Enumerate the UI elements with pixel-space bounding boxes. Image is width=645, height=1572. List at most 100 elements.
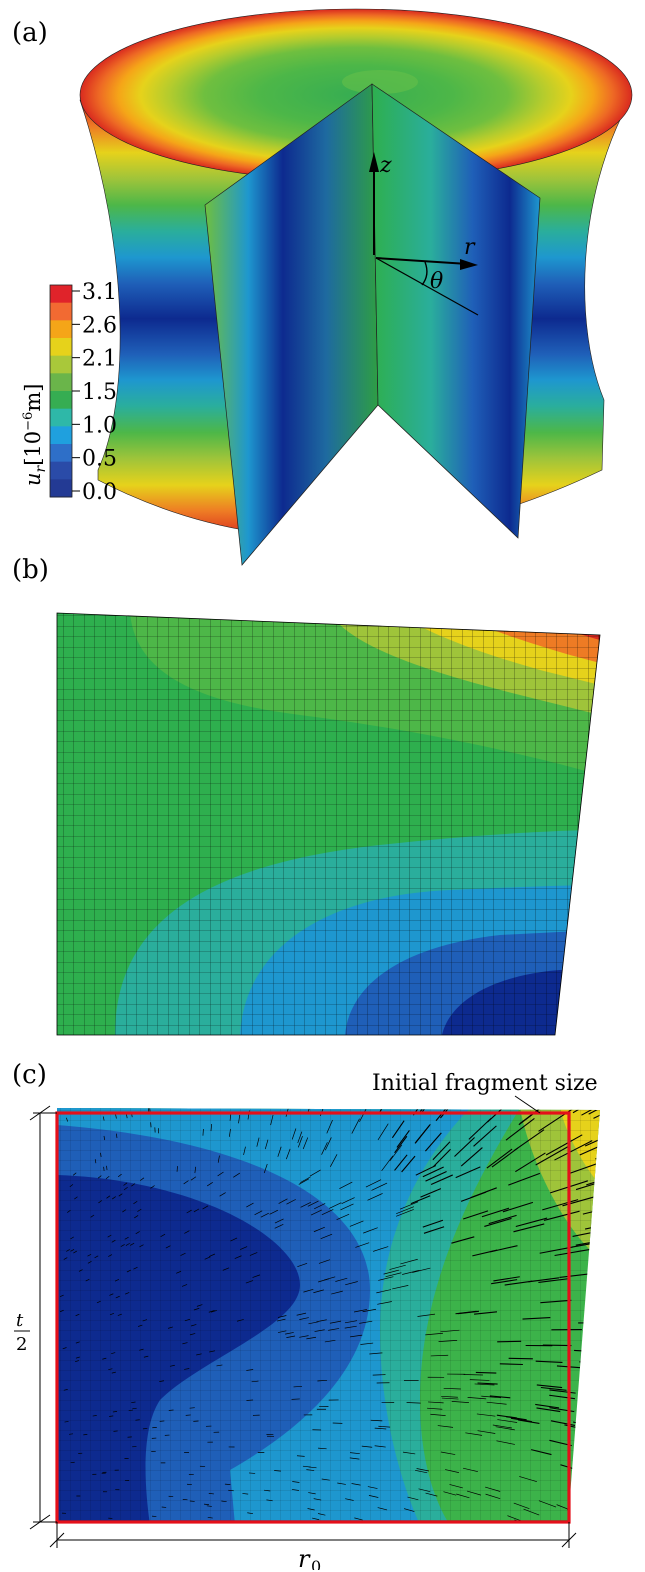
vector-arrow	[475, 1371, 497, 1374]
vector-arrow	[428, 1401, 444, 1404]
vector-arrow	[277, 1315, 287, 1318]
vector-arrow	[313, 1226, 325, 1233]
vector-arrow	[505, 1117, 535, 1141]
vector-arrow	[549, 1394, 576, 1400]
vector-arrow	[111, 1196, 116, 1200]
vector-arrow	[391, 1120, 405, 1139]
vector-arrow	[242, 1493, 249, 1495]
vector-arrow	[504, 1280, 533, 1286]
vector-arrow	[131, 1183, 136, 1187]
colorbar-swatch	[50, 461, 72, 480]
vector-arrow	[595, 1140, 600, 1160]
vector-arrow	[111, 1371, 116, 1374]
dim-height-num: t	[16, 1310, 24, 1331]
vector-arrow	[329, 1320, 342, 1324]
vector-arrow	[102, 1357, 107, 1360]
vector-arrow	[381, 1155, 394, 1171]
vector-arrow	[513, 1223, 545, 1233]
vector-arrow	[245, 1280, 254, 1284]
vector-arrow	[486, 1401, 507, 1405]
vector-arrow	[314, 1203, 326, 1210]
vector-arrow	[472, 1249, 498, 1257]
vector-arrow	[321, 1142, 328, 1155]
vector-arrow	[578, 1469, 600, 1479]
vector-arrow	[230, 1237, 238, 1242]
vector-arrow	[217, 1171, 224, 1177]
vector-arrow	[324, 1339, 336, 1343]
vector-arrow	[389, 1264, 406, 1270]
vector-arrow	[115, 1114, 117, 1119]
vector-arrow	[353, 1309, 367, 1313]
vector-arrow	[202, 1205, 209, 1210]
vector-arrow	[402, 1269, 420, 1275]
vector-arrow	[309, 1169, 321, 1177]
vector-arrow	[233, 1172, 241, 1178]
vector-arrow	[392, 1285, 409, 1290]
vector-arrow	[246, 1369, 254, 1371]
vector-arrow	[415, 1123, 431, 1143]
vector-arrow	[400, 1258, 418, 1265]
colorbar-tick-label: 2.6	[82, 313, 117, 338]
vector-arrow	[372, 1374, 386, 1376]
vector-arrow	[208, 1310, 215, 1313]
vector-arrow	[424, 1132, 442, 1152]
vector-arrow	[351, 1483, 361, 1486]
vector-arrow	[196, 1304, 203, 1307]
vector-arrow	[538, 1277, 571, 1283]
vector-arrow	[491, 1147, 519, 1168]
vector-arrow	[111, 1352, 116, 1355]
vector-arrow	[540, 1299, 572, 1304]
vector-arrow	[94, 1159, 97, 1164]
vector-arrow	[228, 1489, 234, 1492]
vector-arrow	[407, 1496, 419, 1501]
vector-arrow	[109, 1313, 115, 1316]
vector-arrow	[168, 1409, 174, 1411]
colorbar-tick-label: 0.0	[82, 480, 117, 505]
colorbar-tick-label: 1.0	[82, 413, 117, 438]
vector-arrow	[128, 1409, 134, 1412]
vector-arrow	[298, 1178, 310, 1185]
vector-arrow	[123, 1186, 128, 1191]
vector-arrow	[337, 1482, 346, 1485]
vector-arrow	[165, 1245, 171, 1249]
vector-arrow	[395, 1209, 414, 1217]
vector-arrow	[492, 1424, 512, 1429]
vector-arrow	[297, 1135, 303, 1148]
colorbar-tick-label: 1.5	[82, 380, 117, 405]
vector-arrow	[371, 1182, 388, 1191]
vector-arrow	[184, 1368, 190, 1370]
vector-arrow	[463, 1210, 489, 1220]
vector-arrow	[108, 1254, 113, 1257]
vector-arrow	[441, 1395, 458, 1398]
vector-arrow	[260, 1212, 269, 1218]
vector-arrow	[336, 1213, 350, 1220]
vector-arrow	[367, 1486, 378, 1489]
vector-arrow	[75, 1341, 80, 1344]
vector-arrow	[249, 1252, 258, 1256]
vector-arrow	[370, 1419, 383, 1422]
vector-arrow	[69, 1184, 74, 1188]
vector-arrow	[488, 1214, 517, 1225]
vector-arrow	[150, 1185, 155, 1189]
vector-arrow	[209, 1350, 216, 1353]
vector-arrow	[190, 1324, 197, 1327]
vector-arrow	[96, 1300, 101, 1304]
vector-arrow	[252, 1274, 261, 1278]
vector-arrow	[124, 1236, 129, 1240]
vector-arrow	[87, 1261, 92, 1264]
vector-arrow	[486, 1148, 513, 1169]
colorbar-tick-label: 2.1	[82, 347, 117, 372]
vector-arrow	[523, 1508, 540, 1516]
vector-arrow	[74, 1196, 78, 1200]
vector-arrow	[425, 1492, 438, 1497]
vector-arrow	[595, 1283, 600, 1288]
vector-arrow	[302, 1137, 309, 1150]
axis-label-r: r	[464, 235, 476, 260]
vector-arrow	[545, 1134, 583, 1156]
vector-arrow	[360, 1342, 374, 1345]
vector-arrow	[538, 1500, 557, 1508]
vector-arrow	[410, 1195, 431, 1205]
vector-arrow	[300, 1201, 311, 1208]
vector-arrow	[528, 1277, 560, 1283]
vector-arrow	[318, 1447, 327, 1450]
